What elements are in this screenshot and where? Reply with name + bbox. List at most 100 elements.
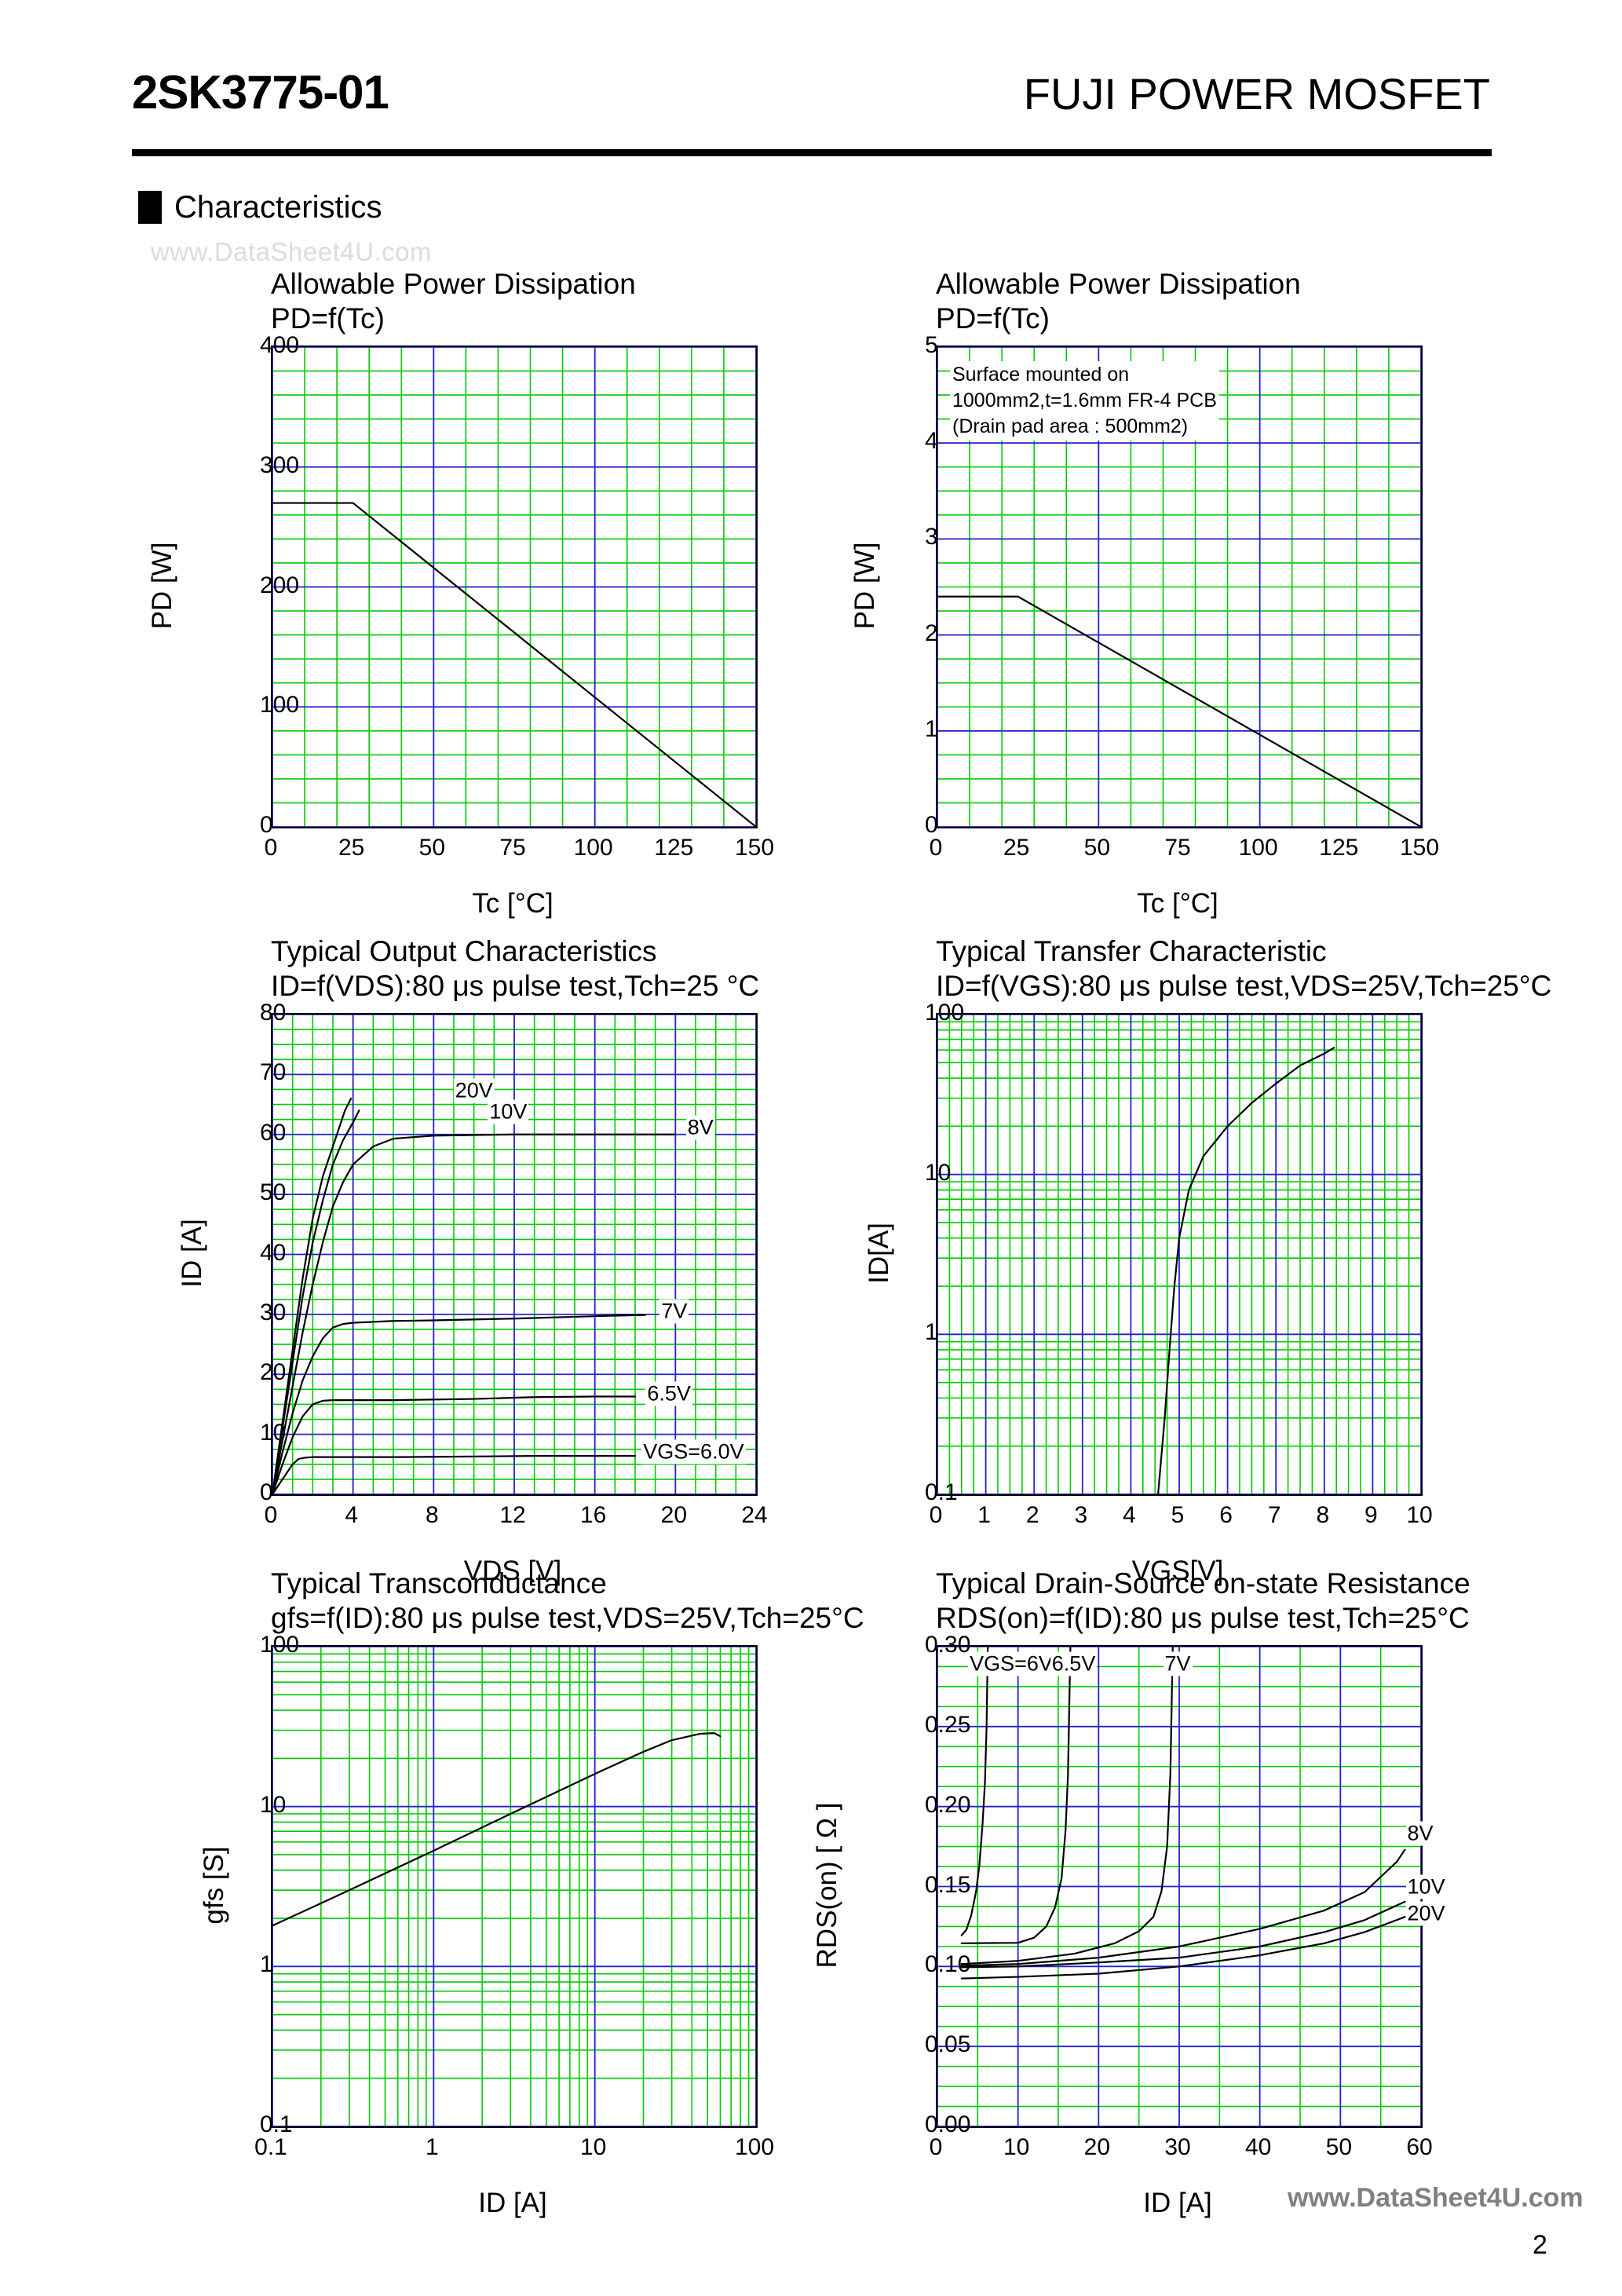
- chart-title-line1: Typical Transfer Characteristic: [936, 935, 1327, 967]
- x-axis-tick: 1: [977, 1502, 991, 1528]
- x-axis-tick: 30: [1164, 2134, 1191, 2160]
- x-axis-tick: 24: [741, 1502, 768, 1528]
- chart-title: Allowable Power Dissipation PD=f(Tc): [936, 267, 1301, 336]
- x-axis-tick: 3: [1074, 1502, 1088, 1528]
- x-axis-tick: 10: [1003, 2134, 1030, 2160]
- y-axis-label: gfs [S]: [199, 1845, 229, 1925]
- x-axis-tick: 100: [734, 2134, 775, 2160]
- x-axis-tick: 40: [1244, 2134, 1272, 2160]
- chart-title-line1: Typical Drain-Source on-state Resistance: [936, 1567, 1470, 1600]
- page-header: 2SK3775-01 FUJI POWER MOSFET: [132, 69, 1490, 163]
- x-axis-label: ID [A]: [478, 2188, 547, 2218]
- x-axis-tick: 150: [734, 835, 775, 861]
- x-axis-tick: 5: [1171, 1502, 1185, 1528]
- x-axis-tick: 8: [425, 1502, 439, 1528]
- x-axis-tick: 0.1: [254, 2134, 287, 2160]
- chart-title: Typical Transfer Characteristic ID=f(VGS…: [936, 934, 1551, 1004]
- product-family-title: FUJI POWER MOSFET: [1023, 69, 1490, 119]
- x-axis-tick: 10: [579, 2134, 607, 2160]
- page-number: 2: [1532, 2230, 1547, 2260]
- x-axis-tick: 125: [1319, 835, 1359, 861]
- curve-label: 7V: [1163, 1651, 1193, 1676]
- x-axis-tick: 16: [579, 1502, 607, 1528]
- curve-label: 8V: [685, 1115, 715, 1140]
- plot-area: [271, 1013, 758, 1496]
- x-axis-tick: 150: [1399, 835, 1440, 861]
- watermark-bottom: www.DataSheet4U.com: [1288, 2183, 1584, 2213]
- x-axis-tick: 20: [660, 1502, 688, 1528]
- curve-label: 10V: [488, 1099, 529, 1124]
- chart-title: Typical Output Characteristics ID=f(VDS)…: [271, 934, 759, 1004]
- square-bullet-icon: [138, 191, 162, 224]
- x-axis-tick: 25: [338, 835, 365, 861]
- curve-label: 7V: [659, 1299, 689, 1324]
- x-axis-tick: 20: [1083, 2134, 1111, 2160]
- x-axis-label: ID [A]: [1143, 2188, 1212, 2218]
- x-axis-tick: 0: [929, 2134, 943, 2160]
- x-axis-tick: 60: [1406, 2134, 1433, 2160]
- x-axis-tick: 50: [1325, 2134, 1353, 2160]
- chart-title-line1: Allowable Power Dissipation: [936, 268, 1301, 300]
- x-axis-tick: 50: [418, 835, 446, 861]
- chart-title: Allowable Power Dissipation PD=f(Tc): [271, 267, 636, 336]
- annotation-line-2: 1000mm2,t=1.6mm FR-4 PCB: [952, 389, 1217, 411]
- y-axis-label: ID[A]: [864, 1222, 894, 1284]
- curve-label: VGS=6.0V: [641, 1439, 746, 1464]
- section-heading: Characteristics: [138, 191, 382, 224]
- y-axis-label: PD [W]: [147, 542, 177, 629]
- annotation-line-3: (Drain pad area : 500mm2): [952, 415, 1189, 437]
- plot-area: [936, 1645, 1423, 2128]
- x-axis-label: VGS[V]: [1131, 1556, 1224, 1586]
- header-rule: [132, 149, 1492, 156]
- x-axis-tick: 9: [1364, 1502, 1378, 1528]
- x-axis-tick: 0: [929, 1502, 943, 1528]
- curve-label: 6.5V: [1050, 1651, 1098, 1676]
- x-axis-tick: 0: [929, 835, 943, 861]
- watermark-top: www.DataSheet4U.com: [151, 237, 432, 266]
- curve-label: VGS=6V: [968, 1651, 1054, 1676]
- chart-title-line2: ID=f(VGS):80 μs pulse test,VDS=25V,Tch=2…: [936, 970, 1552, 1002]
- x-axis-tick: 10: [1406, 1502, 1433, 1528]
- x-axis-tick: 12: [499, 1502, 526, 1528]
- chart-title: Typical Transconductance gfs=f(ID):80 μs…: [271, 1567, 864, 1636]
- x-axis-tick: 0: [264, 1502, 278, 1528]
- x-axis-label: Tc [°C]: [1137, 888, 1218, 919]
- x-axis-tick: 0: [264, 835, 278, 861]
- x-axis-tick: 25: [1003, 835, 1030, 861]
- x-axis-tick: 6: [1219, 1502, 1233, 1528]
- curve-label: 6.5V: [645, 1381, 692, 1406]
- x-axis-tick: 100: [573, 835, 613, 861]
- chart-title-line2: gfs=f(ID):80 μs pulse test,VDS=25V,Tch=2…: [271, 1602, 864, 1634]
- chart-title-line1: Typical Output Characteristics: [271, 935, 657, 967]
- curve-label: 8V: [1405, 1821, 1435, 1846]
- x-axis-tick: 2: [1025, 1502, 1039, 1528]
- chart-title-line1: Typical Transconductance: [271, 1567, 607, 1600]
- x-axis-tick: 100: [1238, 835, 1278, 861]
- y-axis-label: ID [A]: [177, 1218, 207, 1288]
- section-heading-label: Characteristics: [174, 190, 382, 225]
- x-axis-tick: 75: [499, 835, 526, 861]
- curve-label: 10V: [1405, 1874, 1447, 1899]
- plot-area: [271, 1645, 758, 2128]
- part-number-title: 2SK3775-01: [132, 66, 389, 119]
- chart-annotation-note: Surface mounted on 1000mm2,t=1.6mm FR-4 P…: [950, 361, 1219, 441]
- chart-title-line2: ID=f(VDS):80 μs pulse test,Tch=25 °C: [271, 970, 760, 1002]
- x-axis-tick: 4: [345, 1502, 358, 1528]
- chart-title-line2: PD=f(Tc): [936, 302, 1050, 335]
- plot-area: [271, 345, 758, 828]
- x-axis-tick: 75: [1164, 835, 1191, 861]
- chart-title: Typical Drain-Source on-state Resistance…: [936, 1567, 1470, 1636]
- annotation-line-1: Surface mounted on: [952, 364, 1130, 386]
- x-axis-tick: 1: [425, 2134, 439, 2160]
- y-axis-label: PD [W]: [849, 542, 880, 629]
- plot-area: [936, 1013, 1423, 1496]
- chart-title-line2: PD=f(Tc): [271, 302, 385, 335]
- curve-label: 20V: [1405, 1901, 1447, 1926]
- curve-label: 20V: [453, 1078, 495, 1103]
- x-axis-tick: 4: [1123, 1502, 1136, 1528]
- chart-title-line1: Allowable Power Dissipation: [271, 268, 636, 300]
- x-axis-label: Tc [°C]: [472, 888, 553, 919]
- x-axis-tick: 8: [1316, 1502, 1330, 1528]
- x-axis-tick: 125: [654, 835, 694, 861]
